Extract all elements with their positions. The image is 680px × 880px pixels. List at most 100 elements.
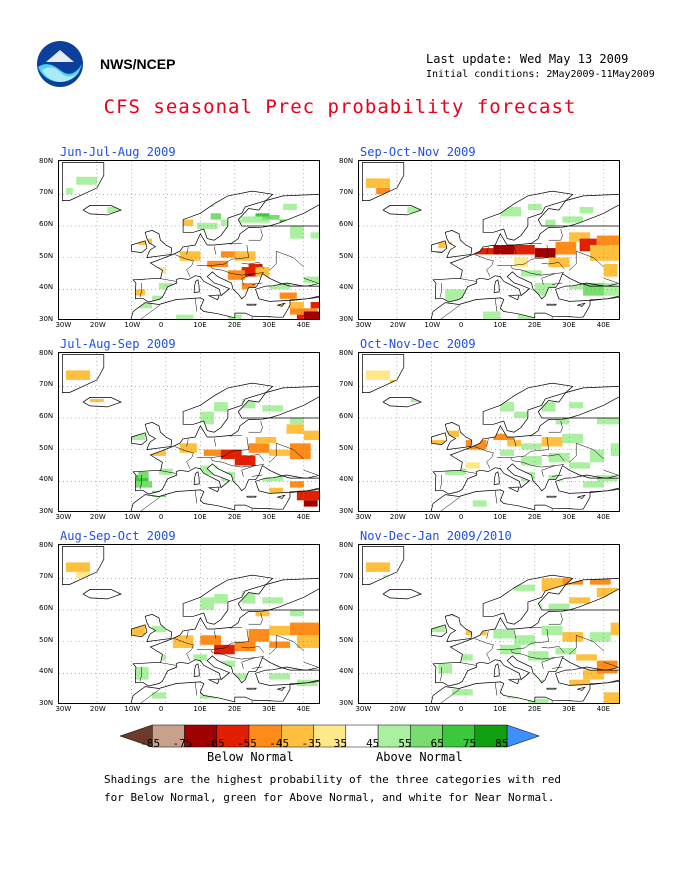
forecast-map xyxy=(58,160,320,320)
probability-cell xyxy=(596,235,619,245)
lon-tick-label: 30W xyxy=(355,321,372,329)
country-border xyxy=(210,649,265,660)
coastline xyxy=(255,282,319,302)
probability-cell xyxy=(303,311,319,319)
lat-tick-label: 40N xyxy=(339,667,354,676)
country-border xyxy=(213,438,217,447)
land-area xyxy=(131,489,319,511)
probability-cell xyxy=(514,411,528,418)
probability-cell xyxy=(493,433,515,441)
country-border xyxy=(140,304,160,319)
country-border xyxy=(548,421,563,433)
probability-cell xyxy=(296,635,319,648)
footnote-line-1: Shadings are the highest probability of … xyxy=(104,773,561,786)
probability-cell xyxy=(65,370,90,380)
probability-cell xyxy=(596,587,618,598)
country-border xyxy=(276,443,304,460)
country-border xyxy=(459,662,477,666)
probability-cell xyxy=(262,597,284,604)
probability-cell xyxy=(303,500,318,507)
lon-tick-label: 40E xyxy=(596,705,611,713)
probability-cell xyxy=(234,251,256,261)
lat-tick-label: 80N xyxy=(39,348,54,357)
coastline xyxy=(144,422,173,451)
lat-tick-label: 50N xyxy=(39,635,54,644)
probability-cell xyxy=(452,689,473,696)
probability-cell xyxy=(541,625,563,636)
coastline xyxy=(207,678,220,685)
country-border xyxy=(196,244,249,266)
country-border xyxy=(510,649,565,660)
lon-tick-label: 10E xyxy=(193,321,207,329)
coastline xyxy=(131,624,148,637)
probability-cell xyxy=(179,251,201,261)
probability-cell xyxy=(534,248,556,258)
probability-cell xyxy=(176,314,194,319)
country-border xyxy=(494,490,498,504)
coastline xyxy=(62,546,105,585)
country-border xyxy=(569,635,577,655)
coastline xyxy=(131,240,148,253)
probability-cell xyxy=(210,213,221,220)
lat-tick-label: 40N xyxy=(39,283,54,292)
lat-tick-label: 70N xyxy=(339,188,354,197)
probability-cell xyxy=(431,625,446,633)
probability-cell xyxy=(165,430,180,437)
forecast-map xyxy=(58,352,320,512)
probability-cell xyxy=(569,402,584,409)
probability-cell xyxy=(200,597,215,610)
probability-cell xyxy=(445,430,459,437)
probability-cell xyxy=(117,590,132,598)
land-area xyxy=(238,386,319,418)
probability-cell xyxy=(562,632,584,642)
country-border xyxy=(513,438,517,447)
lon-tick-label: 10E xyxy=(493,321,507,329)
probability-cell xyxy=(290,226,304,239)
lon-tick-label: 10W xyxy=(124,513,141,521)
country-border xyxy=(140,496,160,511)
probability-cell xyxy=(590,449,604,463)
coastline xyxy=(131,297,319,319)
lat-tick-label: 70N xyxy=(39,572,54,581)
colorbar-tick-label: -85 xyxy=(140,737,161,750)
coastline xyxy=(507,678,520,685)
lat-tick-label: 70N xyxy=(39,188,54,197)
coastline xyxy=(132,225,319,303)
lat-tick-label: 50N xyxy=(39,251,54,260)
coastline xyxy=(131,681,319,703)
country-border xyxy=(139,667,142,682)
colorbar-tick-label: -45 xyxy=(269,737,290,750)
colorbar-tick-label: -55 xyxy=(237,737,257,750)
probability-cell xyxy=(255,213,270,217)
coastline xyxy=(555,666,619,686)
coastline xyxy=(277,494,286,499)
country-border xyxy=(496,436,549,458)
land-area xyxy=(431,297,619,319)
probability-cell xyxy=(555,241,577,255)
probability-cell xyxy=(562,433,584,444)
coastline xyxy=(82,205,123,216)
coastline xyxy=(546,495,557,498)
country-border xyxy=(541,465,556,477)
probability-cell xyxy=(472,248,494,255)
probability-cell xyxy=(527,203,542,211)
country-border xyxy=(459,278,477,282)
country-border xyxy=(494,682,498,696)
lat-tick-label: 30N xyxy=(39,699,54,707)
probability-cell xyxy=(507,497,521,504)
coastline xyxy=(62,354,105,393)
lat-tick-label: 80N xyxy=(339,156,354,165)
probability-cell xyxy=(134,270,146,280)
lat-tick-label: 60N xyxy=(39,411,54,420)
country-border xyxy=(569,251,577,271)
probability-cell xyxy=(269,625,290,636)
probability-cell xyxy=(569,283,584,290)
probability-cell xyxy=(417,590,432,598)
country-border xyxy=(541,262,565,269)
country-border xyxy=(241,262,265,269)
probability-cell xyxy=(207,302,221,309)
country-border xyxy=(440,496,460,511)
colorbar-tick-label: -35 xyxy=(301,737,322,750)
lat-tick-label: 30N xyxy=(39,315,54,323)
lon-tick-label: 40E xyxy=(296,705,311,713)
